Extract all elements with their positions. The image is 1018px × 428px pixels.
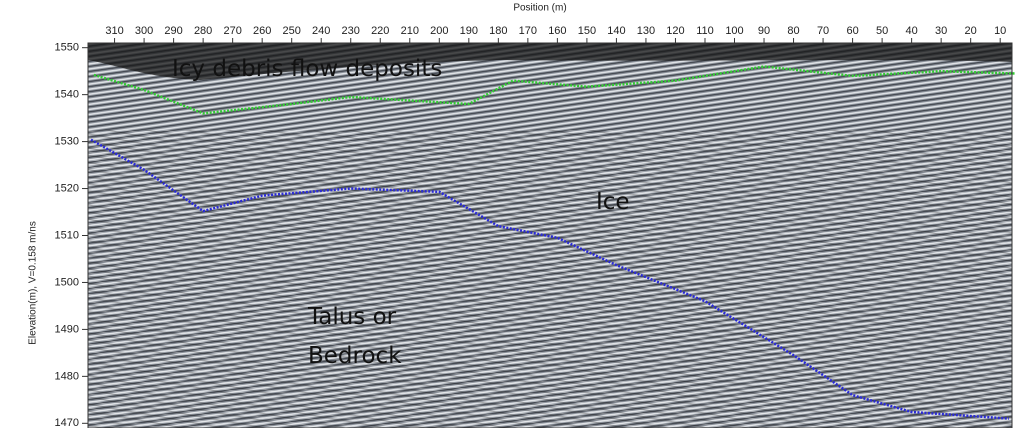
x-tick-label: 30 [935,25,947,37]
x-tick-label: 180 [489,25,507,37]
x-tick-label: 240 [312,25,330,37]
x-tick-label: 100 [725,25,743,37]
x-tick-label: 190 [460,25,478,37]
y-tick-label: 1490 [55,323,79,335]
y-tick-label: 1540 [55,89,79,101]
x-tick-label: 260 [253,25,271,37]
radargram-texture [88,130,1012,428]
x-tick-label: 250 [283,25,301,37]
x-tick-label: 270 [223,25,241,37]
x-tick-label: 20 [965,25,977,37]
y-tick-label: 1470 [55,417,79,428]
x-tick-label: 140 [607,25,625,37]
y-axis-title: Elevation(m), V=0.158 m/ns [28,221,39,345]
x-tick-label: 210 [401,25,419,37]
x-tick-label: 230 [342,25,360,37]
x-tick-label: 220 [371,25,389,37]
x-tick-label: 280 [194,25,212,37]
x-tick-label: 130 [637,25,655,37]
annotation: Icy debris flow deposits [172,56,443,82]
y-tick-label: 1480 [55,370,79,382]
x-tick-label: 160 [548,25,566,37]
x-tick-label: 60 [846,25,858,37]
horizon-line [90,138,1010,420]
annotation: Talus or Bedrock [308,304,402,369]
y-tick-label: 1520 [55,182,79,194]
horizon-line [93,65,1016,115]
x-tick-label: 150 [578,25,596,37]
x-tick-label: 70 [817,25,829,37]
x-tick-label: 290 [164,25,182,37]
x-tick-label: 310 [105,25,123,37]
annotation: Ice [596,189,630,215]
x-tick-label: 90 [758,25,770,37]
x-tick-label: 10 [994,25,1006,37]
y-tick-label: 1530 [55,136,79,148]
x-tick-label: 200 [430,25,448,37]
x-tick-label: 50 [876,25,888,37]
y-tick-label: 1510 [55,229,79,241]
x-tick-label: 170 [519,25,537,37]
y-tick-label: 1550 [55,42,79,54]
x-tick-label: 40 [906,25,918,37]
x-tick-label: 300 [135,25,153,37]
x-axis-title: Position (m) [513,3,566,14]
x-tick-label: 110 [696,25,714,37]
x-tick-label: 120 [666,25,684,37]
x-tick-label: 80 [787,25,799,37]
surface-band [88,43,1012,80]
y-tick-label: 1500 [55,276,79,288]
